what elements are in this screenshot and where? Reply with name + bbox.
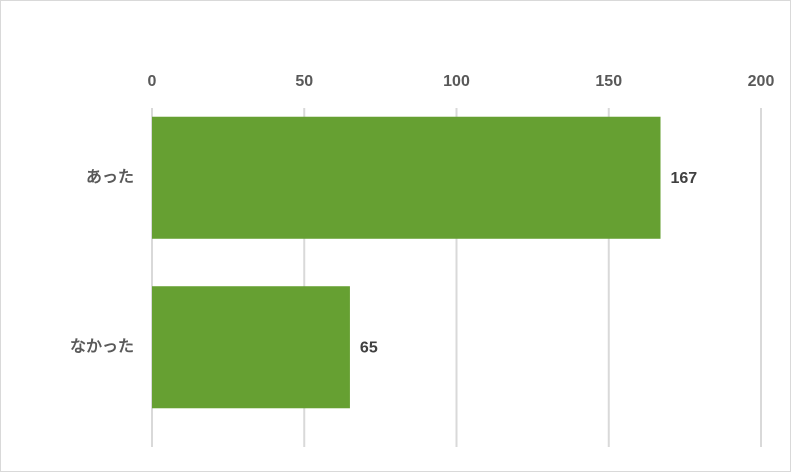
x-tick-label: 0 [148, 73, 157, 90]
y-tick-label: あった [86, 168, 134, 186]
x-tick-label: 100 [443, 73, 470, 90]
bar [152, 116, 661, 239]
bar [152, 286, 350, 409]
x-tick-label: 50 [295, 73, 313, 90]
x-tick-label: 200 [748, 73, 775, 90]
y-tick-label: なかった [70, 337, 134, 355]
x-tick-label: 150 [595, 73, 622, 90]
data-label: 167 [671, 170, 698, 187]
data-label: 65 [360, 339, 378, 356]
